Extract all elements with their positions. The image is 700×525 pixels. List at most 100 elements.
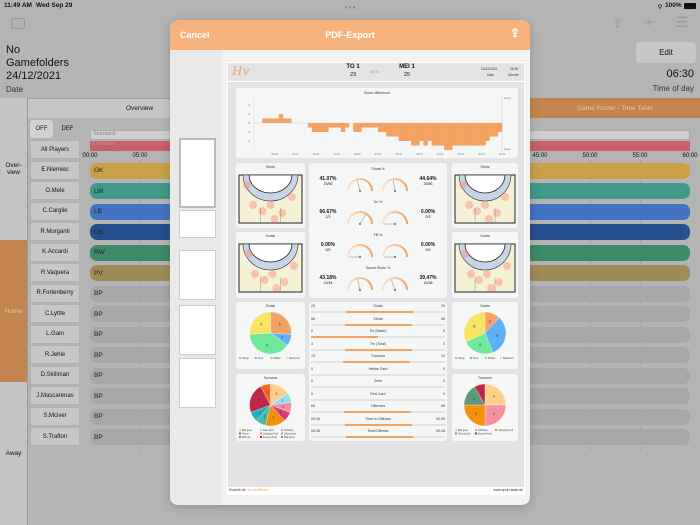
player-row[interactable]: R.Jehle bbox=[30, 345, 80, 364]
player-row[interactable]: C.Lyttle bbox=[30, 304, 80, 323]
player-row[interactable]: C.Cargile bbox=[30, 201, 80, 221]
heat-spot bbox=[501, 193, 509, 201]
page-thumbnail[interactable] bbox=[179, 358, 216, 408]
stat-bar-track bbox=[311, 348, 445, 351]
legend-entry: Wings bbox=[458, 357, 465, 360]
stat-home-value: 23 bbox=[311, 304, 315, 308]
player-row[interactable]: J.Mascarenas bbox=[30, 386, 80, 405]
heat-spot bbox=[493, 209, 501, 217]
right-pct: 0.00% bbox=[420, 209, 436, 215]
page-thumbnail[interactable] bbox=[179, 210, 216, 238]
score-diff-bar bbox=[336, 123, 341, 128]
report-time: 06:30 bbox=[510, 67, 519, 71]
legend-swatch bbox=[281, 432, 283, 435]
pie-slice bbox=[463, 311, 486, 343]
slice-label: 1 bbox=[481, 391, 483, 395]
player-row[interactable]: S.Trafton bbox=[30, 427, 80, 446]
score-diff-bar bbox=[493, 123, 499, 137]
sidebar-toggle-icon[interactable] bbox=[11, 18, 25, 29]
slice-label: 2 bbox=[275, 392, 277, 396]
section-home[interactable]: Home bbox=[0, 240, 28, 382]
report-time-label: Uhrzeit bbox=[508, 73, 519, 77]
page-thumbnail[interactable] bbox=[179, 305, 216, 355]
def-toggle[interactable]: DEF bbox=[61, 126, 74, 132]
edit-button[interactable]: Edit bbox=[636, 42, 696, 63]
off-toggle[interactable]: OFF bbox=[30, 120, 53, 138]
page-thumbnail[interactable] bbox=[179, 250, 216, 300]
player-row[interactable]: R.Vaquera bbox=[30, 263, 80, 282]
x-tick: 15:00 bbox=[313, 152, 320, 156]
goal-area bbox=[464, 243, 506, 263]
legend-swatch bbox=[239, 429, 241, 431]
stat-bar-track bbox=[311, 398, 445, 401]
gauge bbox=[382, 244, 408, 259]
slice-label: 2 bbox=[473, 397, 475, 401]
legend-swatch bbox=[500, 357, 502, 359]
gauge-title: Saved Shots % bbox=[365, 266, 391, 270]
x-tick: 45:00 bbox=[437, 152, 444, 156]
stat-away-value: 0 bbox=[443, 329, 445, 333]
player-row[interactable]: L.Gain bbox=[30, 324, 80, 344]
stat-row: 0 Yellow Card 0 bbox=[311, 366, 445, 379]
gauge-title: Shots % bbox=[371, 167, 385, 171]
stat-home-value: 3 bbox=[311, 341, 313, 346]
player-row[interactable]: R.Fortenberry bbox=[30, 283, 80, 303]
multitask-dots-icon[interactable]: ••• bbox=[345, 3, 357, 12]
share-icon[interactable]: ⇪ bbox=[509, 26, 520, 40]
folder-line1: No bbox=[6, 44, 21, 56]
stat-away-value: 12 bbox=[441, 354, 445, 358]
gauge-needle bbox=[359, 214, 366, 225]
score-diff-bar bbox=[340, 123, 346, 132]
legend-swatch bbox=[254, 357, 257, 359]
page-thumbnail[interactable] bbox=[179, 138, 216, 208]
heat-spot bbox=[249, 201, 257, 209]
player-row[interactable]: D.Skillman bbox=[30, 365, 80, 385]
player-all-players[interactable]: All Players bbox=[30, 140, 80, 159]
stat-bar-track bbox=[311, 436, 445, 438]
menu-icon[interactable]: ☰ bbox=[676, 14, 689, 30]
player-row[interactable]: R.Morganti bbox=[30, 222, 80, 241]
page-thumbnails[interactable] bbox=[170, 50, 222, 505]
tab-game-roster[interactable]: Game Roster - Time Table bbox=[530, 98, 700, 118]
stat-bar-away bbox=[378, 323, 412, 326]
player-row[interactable]: K.Accardi bbox=[30, 242, 80, 262]
player-row[interactable]: E.Niemiec bbox=[30, 160, 80, 180]
stat-away-value: 56 bbox=[441, 316, 445, 321]
date-label: Date bbox=[6, 85, 23, 94]
score-diff-bar bbox=[390, 123, 395, 137]
legend-swatch bbox=[485, 357, 487, 359]
x-tick: 05:00 bbox=[271, 152, 278, 156]
gauge-arc bbox=[382, 277, 408, 291]
section-overview[interactable]: Over-view bbox=[0, 98, 28, 240]
player-row[interactable]: S.Mciver bbox=[30, 406, 80, 426]
pie-slice bbox=[484, 404, 507, 427]
legend-swatch bbox=[475, 429, 477, 431]
heat-spot bbox=[461, 250, 469, 258]
score-diff-bar bbox=[320, 123, 325, 132]
pdf-page: Hv TG 1 23 60:00 MEI 1 25 24/12/2021 Dat… bbox=[227, 62, 525, 495]
stat-bar-track bbox=[311, 373, 445, 376]
score-diff-bar bbox=[287, 118, 292, 123]
gauge bbox=[382, 211, 408, 226]
add-icon[interactable]: + bbox=[645, 14, 654, 31]
stat-row: 13 Turnover 12 bbox=[311, 353, 445, 366]
footer-brand-link[interactable]: HandballStats bbox=[246, 488, 269, 492]
score-diff-bar bbox=[369, 123, 375, 128]
heat-spot bbox=[475, 276, 483, 284]
footer-website[interactable]: www.sport-stats.de bbox=[493, 488, 523, 492]
score-diff-bar bbox=[365, 123, 370, 128]
game-time: 60:00 bbox=[370, 70, 379, 74]
card-title: Goals bbox=[265, 304, 276, 308]
player-row[interactable]: O.Mele bbox=[30, 181, 80, 200]
chart-title: Score difference bbox=[364, 91, 390, 95]
section-away[interactable]: Away bbox=[0, 382, 28, 525]
tab-overview[interactable]: Overview bbox=[126, 105, 154, 112]
score-diff-bar bbox=[460, 123, 465, 146]
shot-heatmap bbox=[454, 174, 516, 224]
legend-swatch bbox=[495, 429, 497, 431]
stat-bar-track bbox=[311, 386, 445, 388]
cancel-button[interactable]: Cancel bbox=[180, 30, 210, 40]
score-diff-bar bbox=[398, 123, 403, 141]
share-icon[interactable]: ⇪ bbox=[612, 16, 623, 31]
right-pct: 0.00% bbox=[420, 242, 436, 248]
